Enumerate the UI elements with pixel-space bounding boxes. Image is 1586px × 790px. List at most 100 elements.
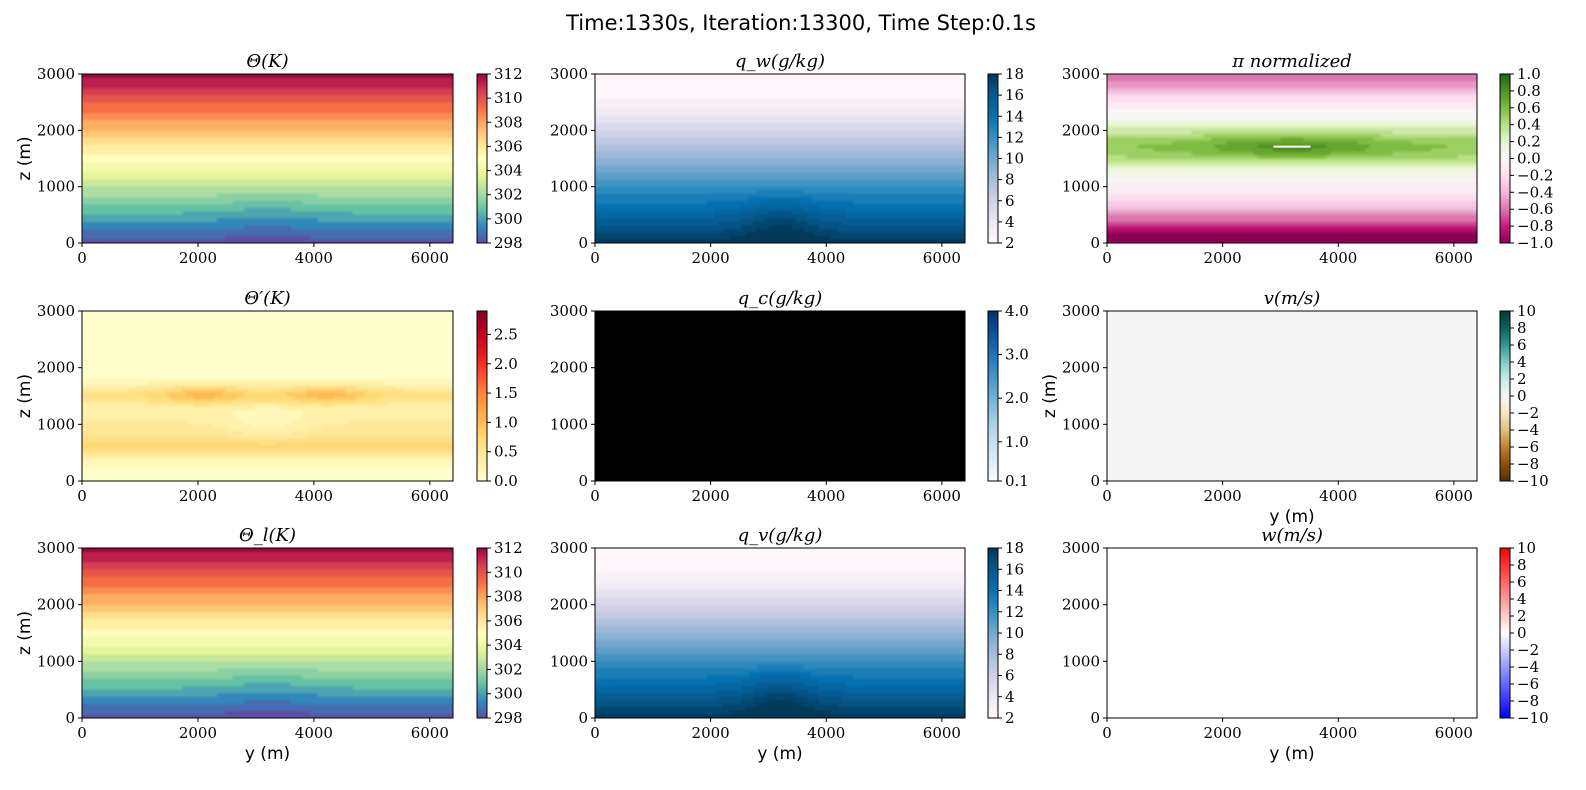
colorbar-tick-label: 298 — [494, 234, 523, 252]
panel-title: w(m/s) — [1261, 525, 1323, 546]
y-tick-label: 0 — [65, 472, 75, 490]
plot-frame — [81, 547, 454, 719]
colorbar-tick-label: 1.0 — [1005, 433, 1029, 451]
y-tick-label: 1000 — [37, 652, 75, 670]
panel-title: q_v(g/kg) — [738, 525, 823, 546]
colorbar-tick-label: 0.4 — [1517, 116, 1541, 134]
x-tick-label: 6000 — [1435, 487, 1473, 505]
x-tick-label: 0 — [590, 724, 600, 742]
colorbar-tick-label: 2 — [1517, 607, 1527, 625]
x-tick-label: 4000 — [295, 249, 333, 267]
y-tick-label: 0 — [578, 472, 588, 490]
colorbar-tick-label: 0 — [1517, 387, 1527, 405]
figure-suptitle: Time:1330s, Iteration:13300, Time Step:0… — [565, 11, 1036, 35]
y-tick-label: 1000 — [37, 415, 75, 433]
x-tick-label: 2000 — [1204, 249, 1242, 267]
colorbar-tick-label: 14 — [1005, 582, 1024, 600]
colorbar-tick-label: 4 — [1517, 590, 1527, 608]
colorbar-tick-label: 304 — [494, 162, 523, 180]
y-tick-label: 3000 — [550, 302, 588, 320]
x-tick-label: 2000 — [179, 724, 217, 742]
panel-7: Θ_l(K) 0 2000 4000 6000 0 1000 2000 3000 z (m) y (… — [15, 525, 523, 764]
colorbar-tick-label: 18 — [1005, 539, 1024, 557]
x-tick-label: 0 — [1102, 249, 1112, 267]
colorbar-tick-label: −0.2 — [1517, 166, 1553, 184]
heatmap-field — [82, 74, 453, 243]
colorbar-tick-label: 2.0 — [494, 355, 518, 373]
x-tick-label: 6000 — [923, 724, 961, 742]
panel-title: Θ_l(K) — [239, 525, 296, 546]
colorbar-tick-label: 308 — [494, 588, 523, 606]
y-tick-label: 3000 — [37, 65, 75, 83]
panel-title: Θ(K) — [246, 51, 288, 72]
x-tick-label: 6000 — [923, 249, 961, 267]
heatmap-field — [1107, 74, 1477, 243]
colorbar-tick-label: 312 — [494, 65, 523, 83]
colorbar-tick-label: 1.0 — [494, 413, 518, 431]
colorbar-tick-label: −0.4 — [1517, 183, 1553, 201]
panel-5: q_c(g/kg) 0 2000 4000 6000 0 1000 2000 3000 0.1 1.… — [550, 288, 1029, 505]
y-tick-label: 2000 — [550, 359, 588, 377]
colorbar-tick-label: 4 — [1517, 353, 1527, 371]
colorbar-tick-label: 1.5 — [494, 384, 518, 402]
colorbar-tick-label: 2.0 — [1005, 389, 1029, 407]
colorbar — [987, 73, 999, 244]
y-tick-label: 0 — [1090, 472, 1100, 490]
panel-2: q_w(g/kg) 0 2000 4000 6000 0 1000 2000 3000 2 4 6 8 1… — [550, 51, 1024, 267]
colorbar — [476, 73, 488, 244]
plot-frame — [594, 547, 966, 719]
x-axis-label: y (m) — [1269, 744, 1314, 764]
colorbar-tick-label: 4.0 — [1005, 302, 1029, 320]
x-tick-label: 4000 — [1319, 724, 1357, 742]
x-tick-label: 6000 — [1435, 724, 1473, 742]
colorbar-tick-label: 6 — [1005, 667, 1015, 685]
panel-4: Θ′(K) 0 2000 4000 6000 0 1000 2000 3000 z (m) 0.0 0… — [15, 288, 518, 505]
y-tick-label: 3000 — [1062, 539, 1100, 557]
colorbar-tick-label: 0.2 — [1517, 133, 1541, 151]
colorbar-tick-label: −4 — [1517, 658, 1539, 676]
y-tick-label: 3000 — [550, 65, 588, 83]
plot-frame — [81, 73, 454, 244]
colorbar-tick-label: 302 — [494, 186, 523, 204]
colorbar-tick-label: −10 — [1517, 709, 1549, 727]
x-axis-label: y (m) — [245, 744, 290, 764]
colorbar-tick-label: −4 — [1517, 421, 1539, 439]
colorbar — [987, 547, 999, 719]
colorbar-tick-label: 12 — [1005, 603, 1024, 621]
panel-6: v(m/s) 0 2000 4000 6000 0 1000 2000 3000 z (m) y (… — [1040, 288, 1549, 527]
heatmap-field — [1107, 548, 1477, 718]
x-tick-label: 6000 — [411, 487, 449, 505]
y-axis-label: z (m) — [15, 611, 35, 655]
colorbar-tick-label: 18 — [1005, 65, 1024, 83]
y-tick-label: 2000 — [550, 596, 588, 614]
colorbar-tick-label: 0.5 — [494, 443, 518, 461]
plot-frame — [1106, 310, 1478, 482]
colorbar-tick-label: 8 — [1005, 645, 1015, 663]
colorbar-tick-label: 304 — [494, 636, 523, 654]
y-tick-label: 2000 — [1062, 359, 1100, 377]
colorbar-tick-label: 4 — [1005, 213, 1015, 231]
y-tick-label: 2000 — [37, 359, 75, 377]
x-tick-label: 6000 — [923, 487, 961, 505]
x-tick-label: 4000 — [1319, 487, 1357, 505]
colorbar-tick-label: 0.1 — [1005, 472, 1029, 490]
colorbar-tick-label: 16 — [1005, 86, 1024, 104]
colorbar-tick-label: 310 — [494, 89, 523, 107]
y-tick-label: 1000 — [550, 652, 588, 670]
x-tick-label: 2000 — [179, 249, 217, 267]
heatmap-field — [595, 74, 965, 243]
colorbar-tick-label: −10 — [1517, 472, 1549, 490]
colorbar-tick-label: 298 — [494, 709, 523, 727]
y-tick-label: 0 — [578, 709, 588, 727]
plot-frame — [1106, 73, 1478, 244]
heatmap-field — [595, 311, 965, 481]
colorbar-tick-label: −0.6 — [1517, 200, 1553, 218]
colorbar-tick-label: 310 — [494, 563, 523, 581]
colorbar — [476, 310, 488, 482]
y-tick-label: 1000 — [550, 415, 588, 433]
colorbar-tick-label: 16 — [1005, 560, 1024, 578]
x-axis-label: y (m) — [1269, 507, 1314, 527]
colorbar-tick-label: 8 — [1517, 319, 1527, 337]
colorbar-tick-label: 8 — [1005, 171, 1015, 189]
